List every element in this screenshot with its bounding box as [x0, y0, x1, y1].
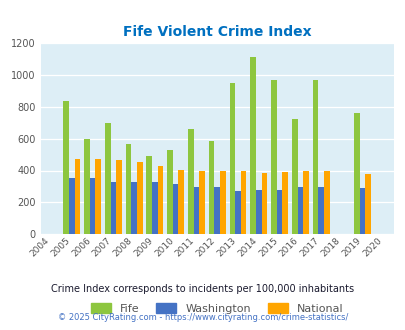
- Bar: [75, 159, 80, 234]
- Bar: [208, 141, 214, 234]
- Bar: [173, 184, 178, 234]
- Bar: [250, 57, 255, 234]
- Bar: [146, 156, 152, 234]
- Bar: [240, 171, 246, 234]
- Bar: [104, 123, 110, 234]
- Title: Fife Violent Crime Index: Fife Violent Crime Index: [123, 25, 311, 39]
- Legend: Fife, Washington, National: Fife, Washington, National: [85, 297, 348, 319]
- Bar: [152, 182, 157, 234]
- Bar: [297, 187, 303, 234]
- Text: © 2025 CityRating.com - https://www.cityrating.com/crime-statistics/: © 2025 CityRating.com - https://www.city…: [58, 313, 347, 322]
- Bar: [303, 171, 308, 234]
- Bar: [188, 129, 193, 234]
- Bar: [167, 150, 173, 234]
- Bar: [271, 81, 276, 234]
- Bar: [116, 160, 121, 234]
- Bar: [157, 166, 163, 234]
- Bar: [261, 173, 266, 234]
- Bar: [323, 171, 329, 234]
- Bar: [318, 187, 323, 234]
- Bar: [95, 159, 101, 234]
- Bar: [136, 162, 142, 234]
- Bar: [84, 139, 90, 234]
- Bar: [364, 174, 370, 234]
- Bar: [214, 187, 220, 234]
- Bar: [255, 190, 261, 234]
- Bar: [281, 172, 287, 234]
- Bar: [312, 81, 318, 234]
- Bar: [220, 171, 225, 234]
- Bar: [359, 187, 364, 234]
- Bar: [63, 101, 69, 234]
- Bar: [126, 144, 131, 234]
- Bar: [276, 190, 281, 234]
- Bar: [199, 171, 205, 234]
- Bar: [229, 83, 234, 234]
- Bar: [193, 187, 199, 234]
- Text: Crime Index corresponds to incidents per 100,000 inhabitants: Crime Index corresponds to incidents per…: [51, 284, 354, 294]
- Bar: [90, 179, 95, 234]
- Bar: [110, 182, 116, 234]
- Bar: [131, 182, 136, 234]
- Bar: [354, 113, 359, 234]
- Bar: [291, 119, 297, 234]
- Bar: [234, 191, 240, 234]
- Bar: [69, 179, 75, 234]
- Bar: [178, 170, 183, 234]
